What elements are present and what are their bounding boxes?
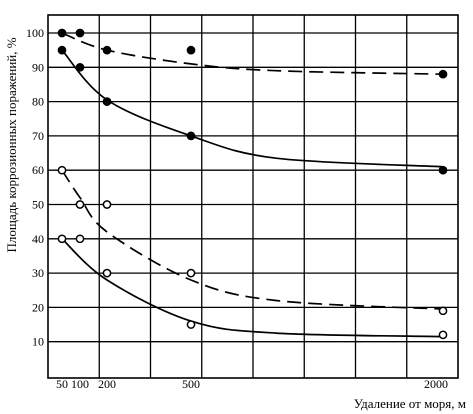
- series-2-curve: [61, 49, 444, 168]
- x-tick-label: 500: [182, 377, 200, 391]
- x-tick-label: 50: [56, 377, 68, 391]
- series-1-point: [102, 45, 112, 55]
- series-4-point: [57, 234, 67, 244]
- x-tick-label: 100: [71, 377, 89, 391]
- series-3-point: [57, 165, 67, 175]
- y-tick-label: 90: [32, 60, 44, 74]
- x-axis-title: Удаление от моря, м: [354, 396, 466, 411]
- series-1-curve: [61, 32, 444, 76]
- axes: [47, 14, 459, 379]
- curves: [61, 32, 444, 338]
- plot-frame: [47, 14, 459, 379]
- y-tick-label: 70: [32, 129, 44, 143]
- x-tick-label: 2000: [424, 377, 448, 391]
- series-2-point: [438, 165, 448, 175]
- series-4-point: [438, 330, 448, 340]
- y-tick-label: 60: [32, 163, 44, 177]
- series-1-point: [57, 28, 67, 38]
- series-3-point: [438, 306, 448, 316]
- y-tick-label: 30: [32, 266, 44, 280]
- y-tick-label: 50: [32, 198, 44, 212]
- series-1-point: [75, 28, 85, 38]
- series-2-point: [57, 45, 67, 55]
- series-4-point: [75, 234, 85, 244]
- series-3-point: [75, 200, 85, 209]
- series-2-point: [75, 62, 85, 72]
- y-tick-label: 20: [32, 300, 44, 314]
- y-tick-labels: 10 20 30 40 50 60 70 80 90 100: [26, 26, 44, 349]
- y-tick-label: 40: [32, 232, 44, 246]
- series-3-point: [102, 200, 112, 209]
- series-2-point: [186, 131, 196, 141]
- x-tick-label: 200: [98, 377, 116, 391]
- y-axis-title: Площадь коррозионных поражений, %: [4, 37, 19, 252]
- series-3-point: [186, 268, 196, 278]
- points: [57, 28, 448, 340]
- y-tick-label: 80: [32, 95, 44, 109]
- series-4-point: [186, 320, 196, 329]
- series-4-point: [102, 268, 112, 278]
- series-1-point: [186, 45, 196, 55]
- series-4-curve: [61, 238, 444, 338]
- series-1-point: [438, 69, 448, 79]
- grid: [48, 15, 458, 378]
- series-2-point: [102, 97, 112, 106]
- y-tick-label: 10: [32, 335, 44, 349]
- x-tick-labels: 50 100 200 500 2000: [56, 377, 448, 391]
- series-3-curve: [61, 169, 444, 310]
- y-tick-label: 100: [26, 26, 44, 40]
